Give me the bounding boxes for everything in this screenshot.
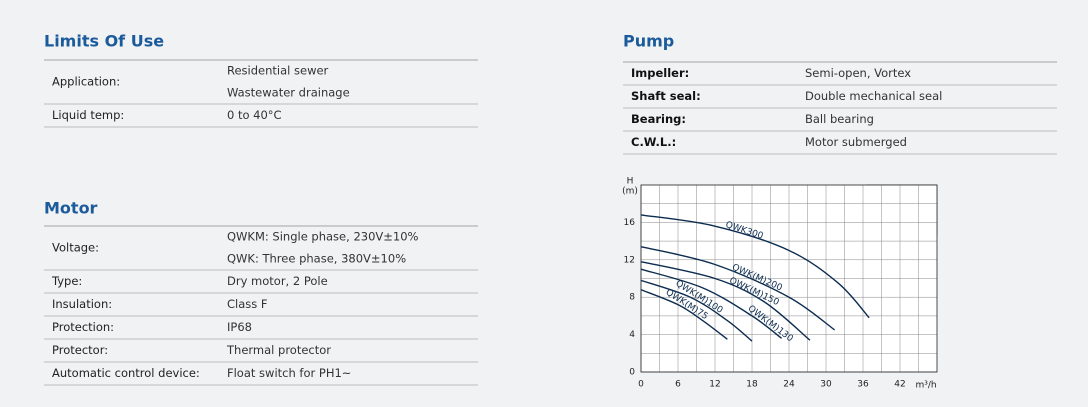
y-axis-label: H <box>627 177 634 187</box>
row-value: Thermal protector <box>226 343 331 357</box>
y-axis-unit: (m) <box>622 187 638 197</box>
section-title: Pump <box>623 32 674 51</box>
curve <box>640 260 811 341</box>
x-tick-label: 12 <box>709 380 720 390</box>
row-label: Automatic control device: <box>52 366 200 380</box>
plot-frame <box>640 184 938 373</box>
row-value: Wastewater drainage <box>227 86 350 100</box>
row-label: Voltage: <box>52 241 99 255</box>
y-tick-label: 4 <box>629 330 635 340</box>
curve <box>640 214 870 319</box>
row-value: IP68 <box>227 320 252 334</box>
row-label: Shaft seal: <box>631 89 701 103</box>
row-label: Liquid temp: <box>52 108 124 122</box>
y-tick-label: 8 <box>629 293 635 303</box>
row-value: Residential sewer <box>227 64 329 78</box>
row-label: Protection: <box>52 320 114 334</box>
row-value: QWKM: Single phase, 230V±10% <box>227 230 419 244</box>
x-tick-label: 42 <box>894 380 905 390</box>
row-label: Application: <box>52 75 120 89</box>
x-axis-label: m³/h <box>915 381 936 391</box>
row-label: C.W.L.: <box>631 135 676 149</box>
row-label: Bearing: <box>631 112 686 126</box>
row-label: Insulation: <box>52 297 112 311</box>
row-value: Semi-open, Vortex <box>805 66 911 80</box>
row-value: QWK: Three phase, 380V±10% <box>227 252 406 266</box>
section-title: Limits Of Use <box>44 32 164 51</box>
y-tick-label: 12 <box>624 255 635 265</box>
row-value: Float switch for PH1~ <box>227 366 351 380</box>
row-value: Dry motor, 2 Pole <box>227 274 328 288</box>
curve <box>640 279 753 342</box>
curve <box>640 246 836 331</box>
y-tick-label: 16 <box>624 218 636 228</box>
curve <box>640 268 783 339</box>
x-tick-label: 30 <box>820 380 832 390</box>
row-value: Double mechanical seal <box>805 89 942 103</box>
x-tick-label: 24 <box>783 380 795 390</box>
row-label: Impeller: <box>631 66 689 80</box>
x-tick-label: 36 <box>857 380 869 390</box>
row-label: Type: <box>51 274 82 288</box>
y-tick-label: 0 <box>629 368 635 378</box>
x-tick-label: 6 <box>675 380 681 390</box>
curve <box>640 289 728 340</box>
row-label: Protector: <box>52 343 108 357</box>
row-value: Class F <box>227 297 268 311</box>
section-title: Motor <box>44 199 98 218</box>
x-tick-label: 18 <box>746 380 758 390</box>
row-value: Ball bearing <box>805 112 874 126</box>
x-tick-label: 0 <box>638 380 644 390</box>
row-value: Motor submerged <box>805 135 907 149</box>
row-value: 0 to 40°C <box>227 108 282 122</box>
